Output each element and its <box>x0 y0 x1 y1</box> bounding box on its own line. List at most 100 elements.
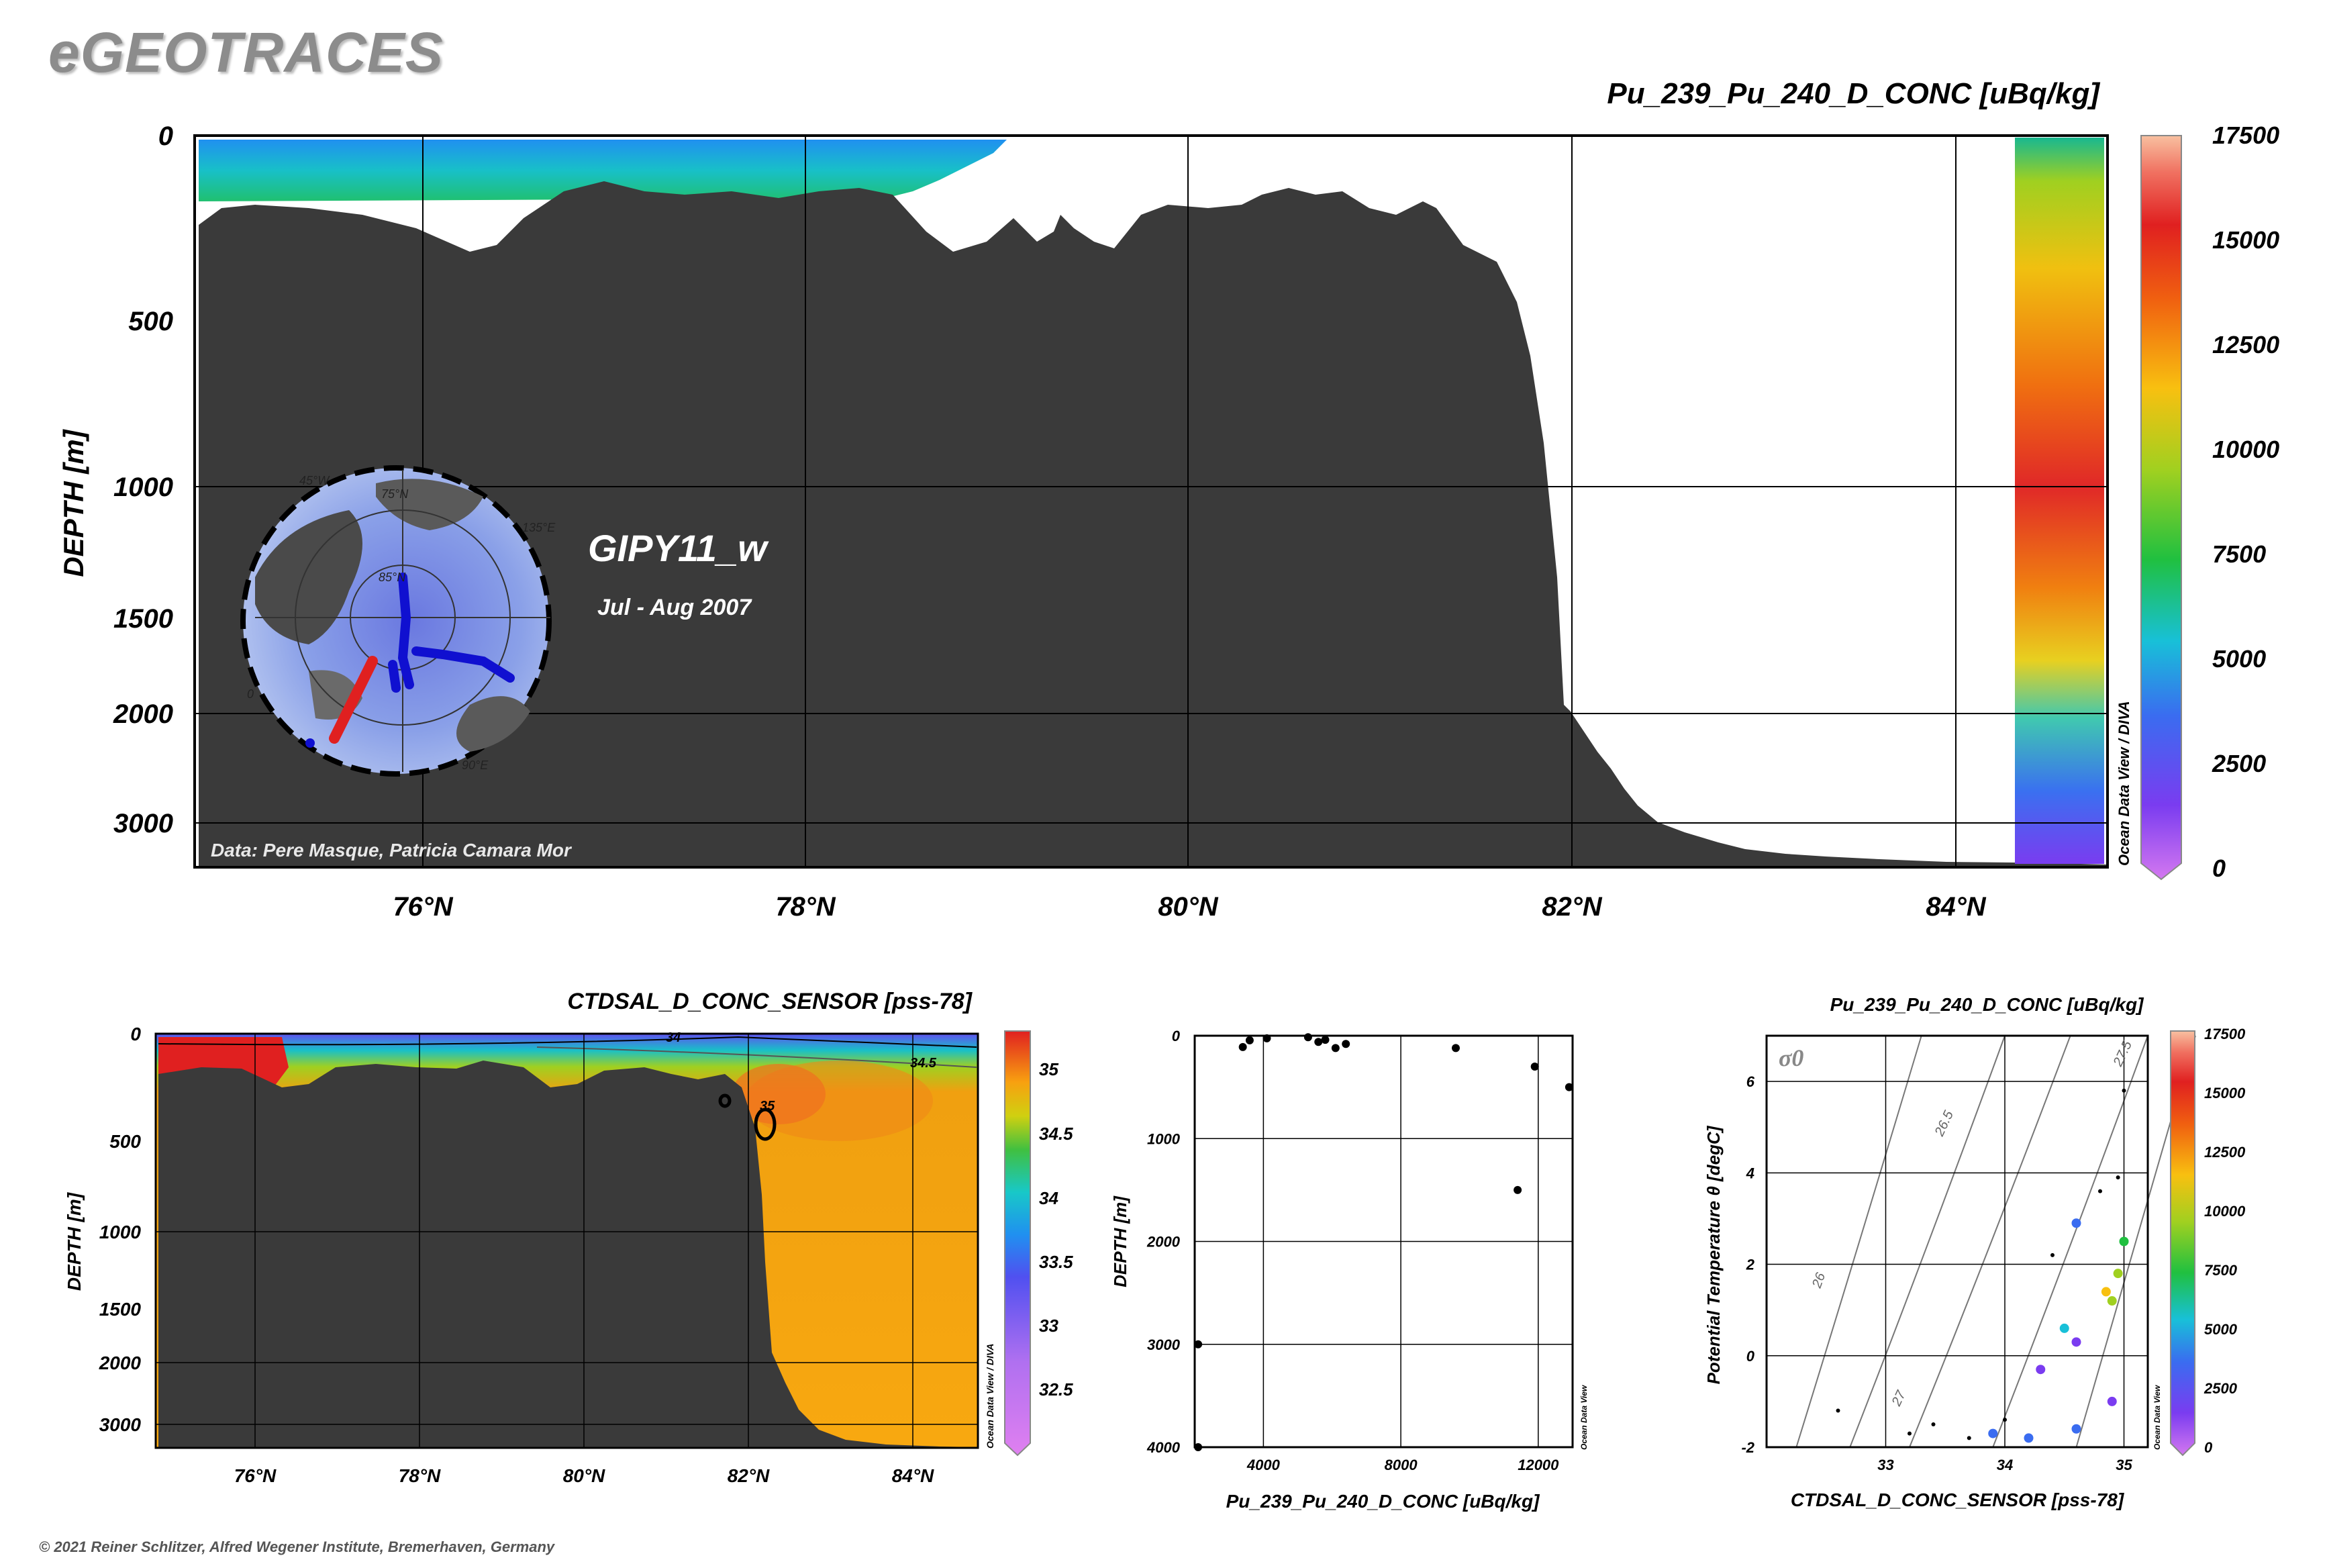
bathymetry-main <box>199 181 2108 867</box>
profile-scatter-plot: 0 1000 2000 3000 4000 4000 8000 12000 Pu_239_P… <box>1110 1028 1589 1512</box>
ts-point <box>2113 1269 2123 1279</box>
svg-text:78°N: 78°N <box>775 892 836 922</box>
svg-text:0: 0 <box>130 1024 141 1044</box>
ts-point <box>2101 1287 2111 1297</box>
salinity-title: CTDSAL_D_CONC_SENSOR [pss-78] <box>567 989 973 1014</box>
svg-text:0: 0 <box>2204 1439 2213 1456</box>
ts-point <box>2036 1365 2046 1375</box>
ts-point <box>1931 1422 1936 1426</box>
main-y-ticks: 0 500 1000 1500 2000 3000 <box>113 121 173 838</box>
ts-isopycnal-line <box>1909 1035 2071 1448</box>
ts-y-ticks: -2 0 2 4 6 <box>1741 1073 1754 1456</box>
profile-frame <box>1193 1034 1574 1449</box>
profile-point <box>1303 1033 1312 1042</box>
cruise-label: GIPY11_w <box>588 527 769 569</box>
ts-isopycnal-line <box>1992 1035 2148 1448</box>
svg-text:2000: 2000 <box>113 699 173 729</box>
svg-text:82°N: 82°N <box>728 1465 770 1486</box>
profile-x-ticks: 4000 8000 12000 <box>1246 1457 1559 1473</box>
ts-diagram-plot: Pu_239_Pu_240_D_CONC [uBq/kg] σ0 26 26.5… <box>1703 994 2196 1510</box>
ts-y-tick: -2 <box>1741 1439 1754 1456</box>
profile-y-tick: 4000 <box>1146 1439 1181 1456</box>
svg-text:1000: 1000 <box>99 1222 142 1242</box>
profile-point <box>1245 1036 1254 1044</box>
svg-text:32.5: 32.5 <box>1039 1379 1073 1400</box>
ts-point <box>2107 1396 2117 1406</box>
egeotraces-logo: eGEOTRACES <box>48 21 444 84</box>
inset-polar-map: 75°N 85°N 90°E 0 135°E 45°W <box>240 465 556 777</box>
svg-text:35: 35 <box>1039 1059 1058 1079</box>
ts-sigma-label: σ0 <box>1779 1044 1803 1071</box>
svg-text:10000: 10000 <box>2212 436 2279 463</box>
ts-point <box>1988 1428 1998 1438</box>
main-x-ticks: 76°N 78°N 80°N 82°N 84°N <box>393 892 1986 922</box>
ts-frame <box>1765 1034 2149 1449</box>
main-y-label: DEPTH [m] <box>58 428 89 577</box>
svg-text:500: 500 <box>128 307 173 336</box>
svg-text:45°W: 45°W <box>299 474 330 487</box>
profile-point <box>1321 1036 1330 1044</box>
profile-point <box>1514 1185 1522 1194</box>
ts-point <box>2098 1189 2102 1193</box>
profile-color-strip <box>2015 138 2104 864</box>
profile-point <box>1565 1083 1573 1091</box>
map-labels: 75°N 85°N 90°E 0 135°E 45°W <box>247 474 556 772</box>
ts-point <box>2122 1088 2126 1093</box>
ts-point <box>2059 1323 2069 1333</box>
svg-text:82°N: 82°N <box>1542 892 1602 922</box>
salinity-x-ticks: 76°N 78°N 80°N 82°N 84°N <box>234 1465 934 1486</box>
profile-point <box>1331 1044 1340 1052</box>
ts-points <box>1836 1088 2129 1443</box>
ts-title: Pu_239_Pu_240_D_CONC [uBq/kg] <box>1830 994 2145 1015</box>
profile-point <box>1238 1042 1247 1051</box>
svg-text:34: 34 <box>1039 1188 1058 1208</box>
profile-x-label: Pu_239_Pu_240_D_CONC [uBq/kg] <box>1226 1491 1541 1512</box>
bathymetry-salinity <box>158 1061 977 1448</box>
svg-text:15000: 15000 <box>2212 226 2279 254</box>
salinity-frame <box>154 1032 979 1449</box>
svg-text:35: 35 <box>760 1099 775 1114</box>
ts-y-tick: 4 <box>1746 1165 1754 1181</box>
svg-text:0: 0 <box>2212 854 2226 882</box>
ts-point <box>2071 1337 2081 1347</box>
ts-colorbar: 17500 15000 12500 10000 7500 5000 2500 0 <box>2170 1026 2246 1457</box>
ts-point <box>2116 1175 2120 1180</box>
profile-gridlines <box>1195 1036 1573 1447</box>
profile-point <box>1530 1062 1539 1071</box>
ts-y-tick: 0 <box>1746 1348 1755 1365</box>
svg-text:0: 0 <box>158 121 173 151</box>
ts-x-label: CTDSAL_D_CONC_SENSOR [pss-78] <box>1791 1489 2125 1510</box>
main-section-plot: Pu_239_Pu_240_D_CONC [uBq/kg] 0 500 1000… <box>58 77 2132 922</box>
svg-text:15000: 15000 <box>2204 1085 2246 1101</box>
svg-text:1500: 1500 <box>99 1299 142 1320</box>
svg-text:34.5: 34.5 <box>910 1056 937 1071</box>
cruise-dates: Jul - Aug 2007 <box>597 595 752 620</box>
svg-text:3000: 3000 <box>99 1414 142 1435</box>
svg-text:33.5: 33.5 <box>1039 1252 1073 1272</box>
profile-odv-watermark: Ocean Data View <box>1579 1385 1589 1450</box>
ts-point <box>2119 1236 2129 1246</box>
svg-text:33: 33 <box>1039 1316 1058 1336</box>
profile-y-tick: 3000 <box>1147 1336 1181 1353</box>
ts-point <box>2003 1418 2007 1422</box>
profile-point <box>1314 1038 1323 1046</box>
data-credit: Data: Pere Masque, Patricia Camara Mor <box>211 840 573 861</box>
svg-text:1000: 1000 <box>113 473 173 502</box>
salinity-section-plot: CTDSAL_D_CONC_SENSOR [pss-78] 34 34.5 35… <box>64 989 995 1486</box>
svg-text:75°N: 75°N <box>381 487 409 501</box>
svg-text:90°E: 90°E <box>462 758 489 772</box>
ts-x-tick: 34 <box>1997 1457 2013 1473</box>
main-plot-frame <box>193 134 2109 869</box>
map-track-red <box>329 656 378 744</box>
ts-point <box>2107 1296 2117 1306</box>
ts-odv-watermark: Ocean Data View <box>2152 1385 2162 1450</box>
profile-x-tick: 4000 <box>1246 1457 1281 1473</box>
ts-x-ticks: 33 34 35 <box>1877 1457 2132 1473</box>
svg-text:17500: 17500 <box>2212 121 2279 149</box>
ts-isopycnal-line <box>1849 1035 2006 1448</box>
svg-text:80°N: 80°N <box>1158 892 1218 922</box>
salinity-y-ticks: 0 500 1000 1500 2000 3000 <box>99 1024 142 1435</box>
svg-text:3000: 3000 <box>113 809 173 838</box>
main-colorbar: 17500 15000 12500 10000 7500 5000 2500 0 <box>2140 121 2279 882</box>
